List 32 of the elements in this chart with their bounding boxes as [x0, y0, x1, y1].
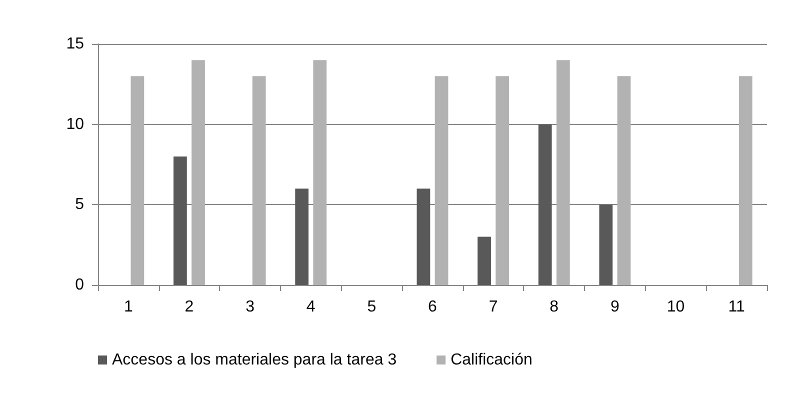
bar: [738, 76, 752, 285]
bar: [295, 188, 309, 285]
legend-label: Calificación: [450, 352, 532, 368]
y-tick-label: 0: [75, 276, 84, 294]
bar: [478, 236, 491, 285]
bar: [313, 60, 327, 285]
bar: [599, 204, 613, 285]
bar: [252, 76, 266, 285]
y-tick-label: 15: [66, 36, 84, 52]
bar: [416, 188, 430, 285]
x-tick-label: 8: [550, 298, 559, 316]
bar: [130, 76, 144, 285]
bar: [538, 124, 552, 285]
x-tick-label: 4: [306, 298, 316, 316]
x-tick-label: 9: [610, 298, 620, 316]
x-tick-label: 10: [666, 298, 685, 316]
legend-label: Accesos a los materiales para la tarea 3: [112, 352, 397, 368]
y-tick-label: 5: [75, 196, 84, 214]
bar: [617, 76, 631, 285]
x-tick-label: 3: [246, 298, 255, 316]
x-tick-label: 7: [488, 298, 498, 316]
x-tick-label: 5: [367, 298, 376, 316]
bar: [434, 76, 448, 285]
x-tick-label: 1: [124, 298, 133, 316]
bar: [556, 60, 570, 285]
bar: [174, 156, 187, 285]
x-tick-label: 6: [428, 298, 438, 316]
y-tick-label: 10: [66, 116, 84, 133]
x-tick-label: 2: [184, 298, 194, 316]
bar: [496, 76, 510, 285]
x-tick-label: 11: [728, 298, 745, 316]
bar: [192, 60, 205, 285]
